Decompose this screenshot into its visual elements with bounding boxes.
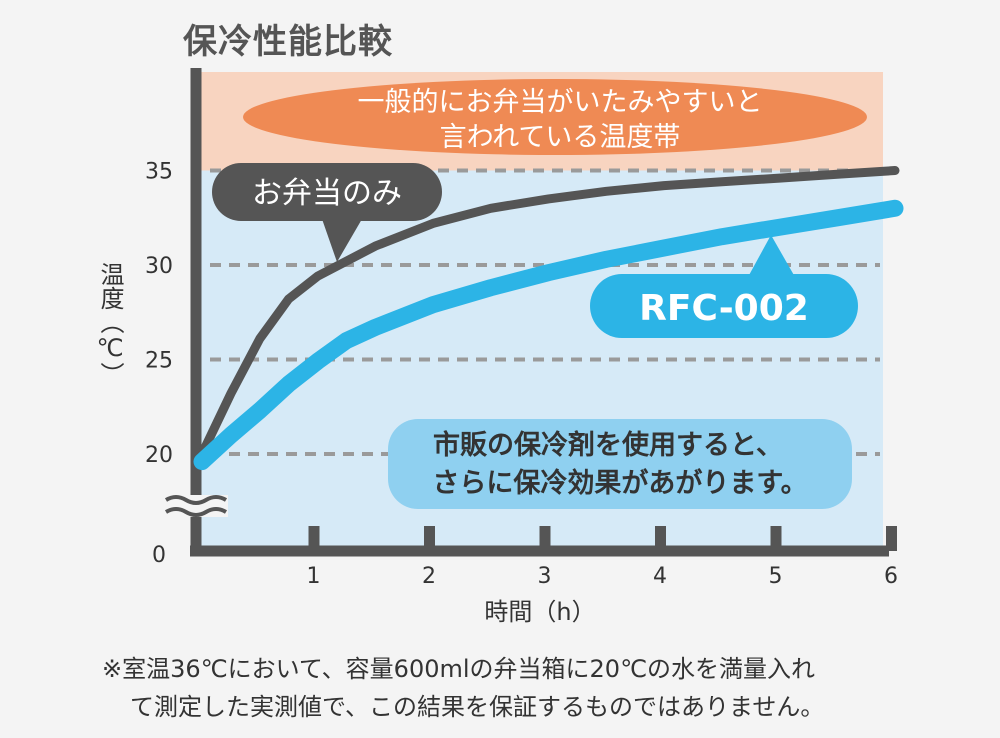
chart-title: 保冷性能比較 (183, 22, 393, 62)
series-line-rfc-002 (193, 199, 904, 471)
x-tick-label-4: 4 (653, 564, 667, 589)
x-tick-5 (770, 526, 782, 551)
tip-bubble (388, 419, 852, 509)
x-tick-label-6: 6 (884, 564, 898, 589)
rfc-label-pointer (748, 235, 795, 277)
danger-bubble (243, 79, 867, 155)
danger-label-line-1: 一般的にお弁当がいたみやすいと (358, 87, 763, 118)
bento-label-text: お弁当のみ (252, 176, 402, 211)
y-tick-label-0: 0 (152, 543, 166, 568)
x-tick-label-1: 1 (307, 564, 321, 589)
x-tick-label-5: 5 (769, 564, 783, 589)
y-tick-label-30: 30 (145, 254, 173, 279)
footnote: ※室温36℃において、容量600mlの弁当箱に20℃の水を満量入れ て測定した実… (102, 650, 962, 726)
y-tick-label-20: 20 (145, 443, 173, 468)
rfc-label-bubble (590, 274, 858, 338)
bento-label-pointer (322, 219, 362, 262)
x-tick-6 (886, 526, 897, 551)
x-tick-4 (655, 526, 666, 551)
series-line-bento-only (197, 166, 900, 459)
x-tick-1 (308, 526, 320, 551)
y-tick-label-35: 35 (145, 160, 173, 185)
footnote-line-1: ※室温36℃において、容量600mlの弁当箱に20℃の水を満量入れ (102, 655, 816, 683)
tip-line-2: さらに保冷効果があがります。 (432, 467, 807, 499)
y-axis-title: 温度（℃） (96, 262, 124, 386)
axis-break-line-2 (164, 507, 228, 517)
x-tick-label-2: 2 (422, 564, 436, 589)
x-tick-2 (424, 526, 435, 551)
x-tick-label-3: 3 (538, 564, 552, 589)
y-tick-label-25: 25 (145, 349, 173, 374)
footnote-line-2: て測定した実測値で、この結果を保証するものではありません。 (130, 693, 825, 721)
x-tick-3 (539, 526, 551, 551)
rfc-label-text: RFC-002 (639, 288, 809, 329)
tip-line-1: 市販の保冷剤を使用すると、 (433, 429, 783, 461)
bento-label-bubble (212, 163, 442, 221)
x-axis-title: 時間（h） (484, 598, 595, 626)
axis-break-line-1 (164, 495, 228, 505)
danger-label-line-2: 言われている温度帯 (440, 122, 681, 153)
